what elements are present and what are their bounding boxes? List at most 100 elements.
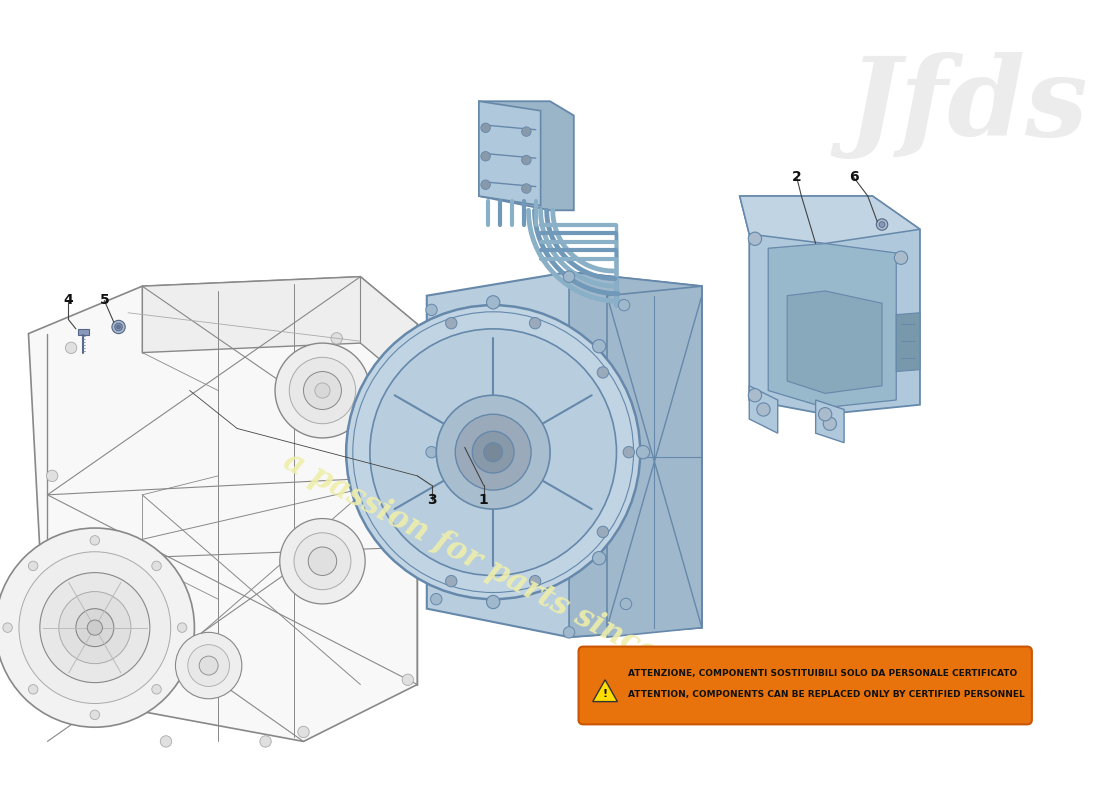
Text: Jfds: Jfds (847, 52, 1088, 160)
Circle shape (152, 685, 162, 694)
FancyBboxPatch shape (579, 646, 1032, 724)
Circle shape (481, 151, 491, 161)
Circle shape (597, 526, 608, 538)
Polygon shape (815, 400, 844, 442)
Text: 3: 3 (427, 493, 437, 506)
Circle shape (563, 271, 574, 282)
Circle shape (403, 674, 414, 686)
Circle shape (593, 551, 606, 565)
Circle shape (879, 222, 884, 227)
Polygon shape (569, 272, 702, 637)
Circle shape (90, 536, 100, 545)
Circle shape (403, 466, 414, 477)
Circle shape (894, 251, 908, 264)
Polygon shape (478, 102, 540, 206)
Circle shape (455, 414, 531, 490)
Circle shape (748, 232, 761, 246)
Circle shape (563, 626, 574, 638)
Circle shape (529, 575, 541, 587)
Text: 6: 6 (849, 170, 858, 184)
Circle shape (484, 442, 503, 462)
Circle shape (430, 594, 442, 605)
Polygon shape (607, 286, 702, 637)
Circle shape (486, 296, 499, 309)
Circle shape (521, 184, 531, 194)
Circle shape (481, 180, 491, 190)
Circle shape (112, 320, 125, 334)
Circle shape (877, 219, 888, 230)
Circle shape (199, 656, 218, 675)
Circle shape (426, 446, 437, 458)
Polygon shape (740, 196, 920, 243)
Circle shape (472, 431, 514, 473)
Circle shape (260, 736, 272, 747)
Circle shape (818, 407, 832, 421)
Circle shape (437, 395, 550, 509)
Circle shape (748, 389, 761, 402)
Circle shape (426, 304, 437, 315)
Circle shape (176, 632, 242, 698)
Circle shape (304, 371, 341, 410)
Circle shape (623, 446, 635, 458)
Circle shape (618, 299, 629, 311)
Circle shape (593, 339, 606, 353)
Polygon shape (593, 680, 617, 702)
Circle shape (65, 342, 77, 354)
Circle shape (327, 565, 338, 577)
Circle shape (29, 685, 37, 694)
Circle shape (823, 417, 836, 430)
Circle shape (279, 518, 365, 604)
Circle shape (76, 609, 113, 646)
Circle shape (308, 547, 337, 575)
Polygon shape (29, 277, 417, 742)
Circle shape (289, 358, 355, 424)
Circle shape (298, 726, 309, 738)
Circle shape (161, 736, 172, 747)
Polygon shape (478, 102, 574, 210)
Circle shape (87, 620, 102, 635)
Text: 4: 4 (64, 294, 74, 307)
Polygon shape (740, 196, 920, 414)
Circle shape (117, 325, 120, 329)
Circle shape (403, 342, 414, 354)
Circle shape (521, 127, 531, 136)
Circle shape (370, 329, 616, 575)
Text: 1: 1 (478, 493, 488, 506)
Circle shape (620, 598, 631, 610)
Circle shape (331, 333, 342, 344)
Circle shape (19, 552, 170, 703)
Circle shape (58, 591, 131, 664)
Text: ATTENTION, COMPONENTS CAN BE REPLACED ONLY BY CERTIFIED PERSONNEL: ATTENTION, COMPONENTS CAN BE REPLACED ON… (628, 690, 1024, 698)
Circle shape (152, 561, 162, 570)
Polygon shape (142, 277, 417, 390)
Circle shape (177, 623, 187, 632)
Circle shape (346, 305, 640, 599)
Text: 5: 5 (99, 294, 109, 307)
Polygon shape (749, 386, 778, 433)
Circle shape (29, 561, 37, 570)
Circle shape (294, 533, 351, 590)
Circle shape (529, 318, 541, 329)
Circle shape (114, 323, 122, 330)
Text: !: ! (603, 689, 607, 699)
Circle shape (446, 318, 456, 329)
Circle shape (757, 403, 770, 416)
Circle shape (188, 645, 230, 686)
Circle shape (3, 623, 12, 632)
Circle shape (521, 155, 531, 165)
Text: ATTENZIONE, COMPONENTI SOSTITUIBILI SOLO DA PERSONALE CERTIFICATO: ATTENZIONE, COMPONENTI SOSTITUIBILI SOLO… (628, 669, 1018, 678)
Circle shape (90, 710, 100, 720)
Circle shape (0, 528, 195, 727)
Circle shape (637, 446, 650, 459)
Circle shape (481, 123, 491, 133)
Circle shape (46, 470, 58, 482)
Circle shape (446, 575, 456, 587)
Circle shape (275, 343, 370, 438)
Text: a passion for parts since 1994: a passion for parts since 1994 (278, 446, 747, 714)
Polygon shape (896, 313, 920, 371)
Circle shape (597, 366, 608, 378)
Text: 2: 2 (792, 170, 802, 184)
Circle shape (40, 573, 150, 682)
Circle shape (46, 674, 58, 686)
Polygon shape (788, 291, 882, 394)
